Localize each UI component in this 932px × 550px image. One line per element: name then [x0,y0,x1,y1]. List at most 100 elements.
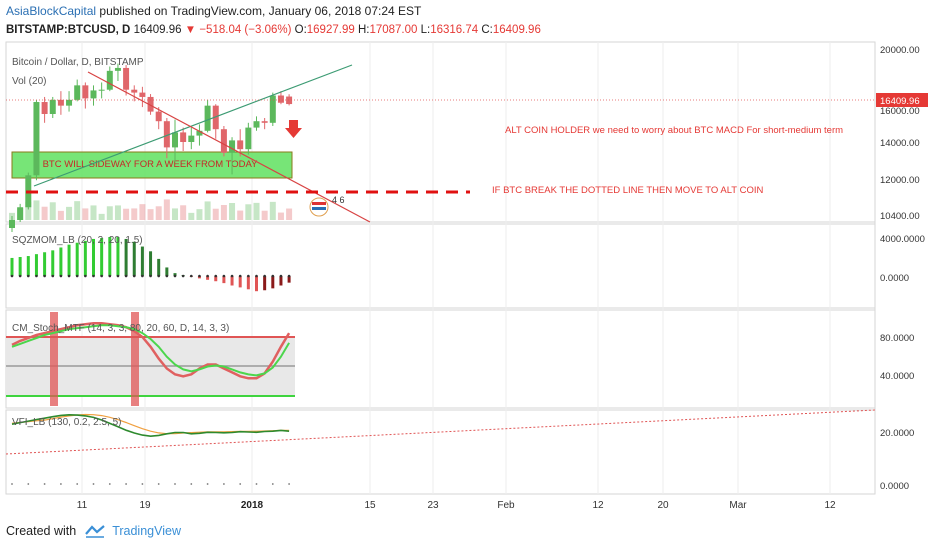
price-pane-title: Bitcoin / Dollar, D, BITSTAMP [12,57,144,68]
volume-bar [123,208,130,220]
volume-bar [196,209,203,220]
price-tick-12000: 12000.00 [880,175,920,186]
candle [286,96,293,105]
vfi-zero-dot [141,483,144,485]
stoch-cross-marker [50,312,58,406]
stoch-d-line [11,324,290,377]
price-pane[interactable]: BTC WILL SIDEWAY FOR A WEEK FROM TODAY 4… [6,45,928,232]
volume-bar [25,201,32,220]
sqz-dot [75,274,79,278]
vfi-zero-dot [239,483,242,485]
flag-icon-stripe2 [312,207,326,210]
vfi-pane[interactable]: VFI_LB (130, 0.2, 2.5, 5) 20.0000 0.0000 [5,409,914,492]
author-link[interactable]: AsiaBlockCapital [6,4,97,18]
sqz-bar [59,247,63,276]
sqz-dot [157,274,160,278]
vfi-zero-dot [43,483,46,485]
change-down-icon: ▼ [184,24,197,36]
x-tick: Feb [497,500,515,511]
sqz-bar [100,238,104,276]
volume-bar [147,209,154,220]
sqz-dot [271,274,275,278]
sqz-dot [59,274,63,278]
sqz-bar [173,273,177,276]
sqz-bar [255,276,258,292]
last-price-badge-text: 16409.96 [880,96,920,107]
vfi-zero-dot [271,483,274,485]
x-tick: 12 [824,500,836,511]
price-tick-16000: 16000.00 [880,106,920,117]
candle [204,105,211,131]
sqz-dot [206,274,209,278]
candle [57,99,64,106]
time-axis[interactable]: 11 19 2018 15 23 Feb 12 20 Mar 12 [77,500,836,511]
candle [74,85,81,100]
sqz-dot [255,274,258,278]
published-text: published on TradingView.com, January 06… [99,4,422,18]
stoch-pane[interactable]: CM_Stoch_MTF (14, 3, 3, 80, 20, 60, D, 1… [6,312,914,406]
sqz-bar [271,276,275,289]
x-tick: 19 [139,500,151,511]
volume-bar [204,201,211,220]
last-price: 16409.96 [133,24,182,36]
downtrend-line [87,71,371,223]
volume-bars [9,199,293,220]
vfi-zero-dot [206,483,209,485]
stoch-title: CM_Stoch_MTF (14, 3, 3, 80, 20, 60, D, 1… [12,323,229,334]
vfi-zero-dot [125,483,127,485]
stoch-tick-40: 40.0000 [880,371,914,382]
volume-bar [277,212,284,220]
volume-bar [286,208,293,220]
sqz-bar [287,276,291,283]
vfi-trend-line [5,409,876,455]
candle [269,95,276,123]
candle [220,129,227,153]
candle [41,102,48,114]
candle [147,96,154,112]
x-tick: 12 [592,500,604,511]
x-tick: 20 [657,500,669,511]
volume-bar [139,204,146,220]
sqz-bar [18,257,22,276]
volume-bar [155,206,162,220]
sqz-dot [100,274,103,278]
sqz-bar [10,257,14,276]
sqz-dot [173,274,177,278]
low-label: L: [420,24,431,36]
sqz-bar [75,242,79,276]
candle [277,95,284,103]
sqz-dot [230,274,234,278]
sqz-dot [198,274,201,278]
vfi-zero-dot [223,483,225,485]
sqz-pane[interactable]: SQZMOM_LB (20, 2, 20, 1.5) 4000.0000 0.0… [10,234,925,292]
sqz-bar [116,237,120,276]
candle [188,135,195,142]
sqz-bar [279,276,283,286]
volume-bar [212,208,219,220]
volume-bar [253,202,260,220]
events-badge: 4 6 [332,195,345,205]
x-tick: 2018 [241,500,264,511]
sqz-bar [246,276,250,290]
sqz-dot [92,274,95,278]
sqz-bar [149,251,153,276]
sideway-annotation: BTC WILL SIDEWAY FOR A WEEK FROM TODAY [43,159,259,170]
candle [229,140,236,153]
sqz-bar [263,276,267,291]
stoch-tick-80: 80.0000 [880,333,914,344]
sqz-dot [84,274,87,278]
flag-icon-stripe [312,202,326,205]
tradingview-brand-link[interactable]: TradingView [112,524,181,538]
candle [123,67,130,90]
sqz-dot [116,274,120,278]
candle [261,121,268,123]
volume-bar [82,208,89,220]
sqz-bar [238,276,242,288]
candle [237,140,244,150]
publish-header: AsiaBlockCapital published on TradingVie… [6,4,421,18]
sqz-tick-0: 0.0000 [880,273,909,284]
volume-bar [33,200,40,220]
candle [155,111,162,122]
sqz-dot [141,274,144,278]
